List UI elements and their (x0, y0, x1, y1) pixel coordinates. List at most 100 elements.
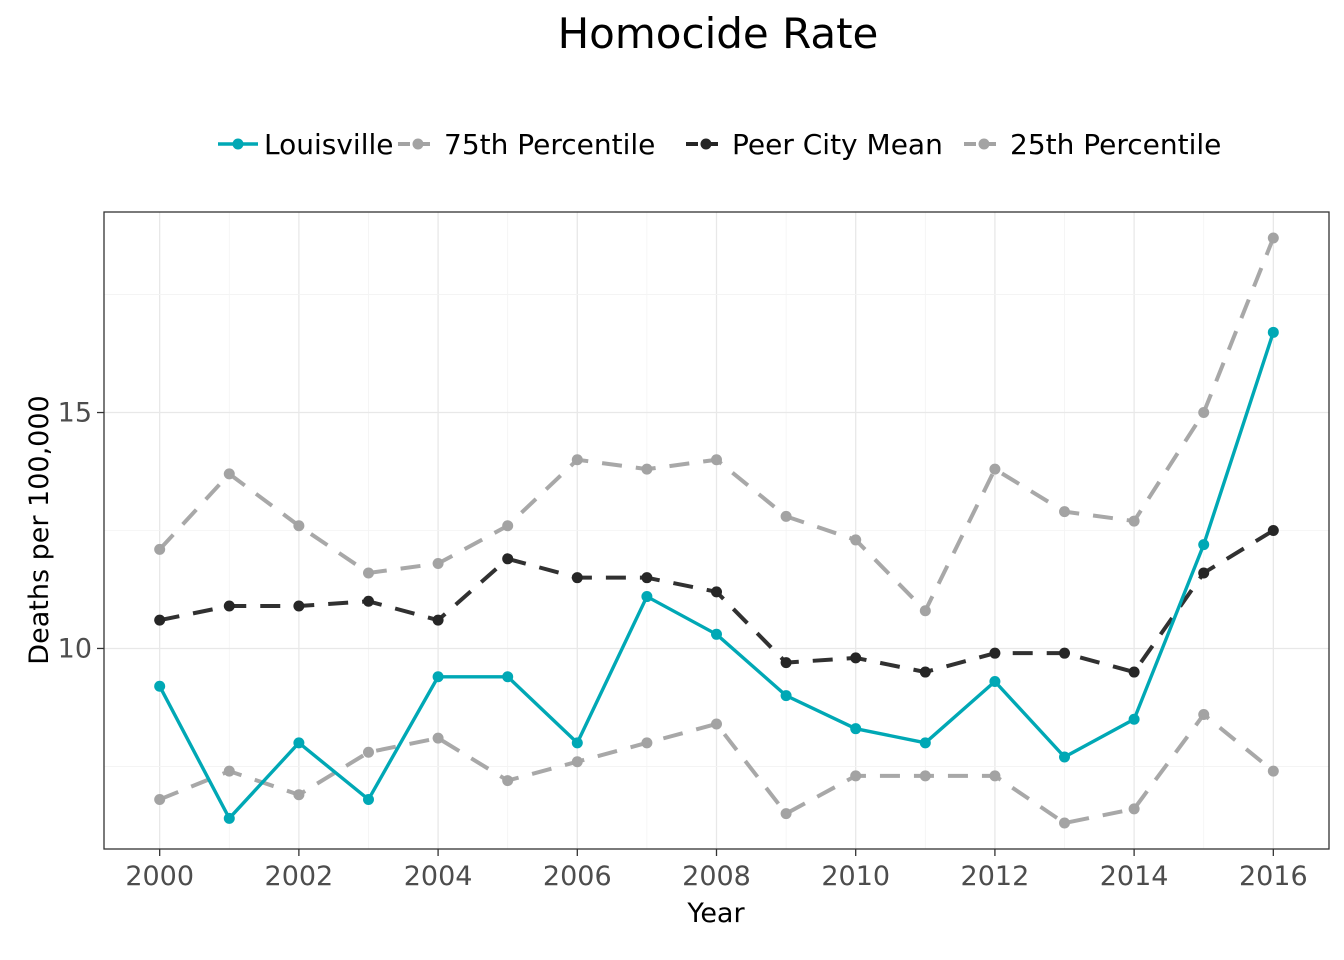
series-25th-percentile (154, 709, 1279, 829)
legend-key-point (232, 138, 244, 150)
legend-label: 25th Percentile (1010, 128, 1221, 161)
grid (104, 212, 1329, 849)
data-point (293, 520, 305, 532)
x-tick-label: 2010 (821, 861, 890, 892)
data-point (1059, 751, 1071, 763)
legend-label: Louisville (264, 128, 394, 161)
x-tick-label: 2014 (1100, 861, 1169, 892)
data-point (780, 657, 792, 669)
y-tick-label: 10 (58, 633, 92, 664)
legend-item-75th-percentile: 75th Percentile (398, 128, 655, 161)
data-point (989, 675, 1001, 687)
data-point (432, 614, 444, 626)
data-point (1198, 567, 1210, 579)
data-point (571, 454, 583, 466)
x-tick-label: 2006 (543, 861, 612, 892)
data-point (1267, 232, 1279, 244)
y-tick-label: 15 (58, 398, 92, 429)
data-point (432, 671, 444, 683)
legend-key-point (412, 138, 424, 150)
data-point (223, 468, 235, 480)
data-point (1128, 713, 1140, 725)
data-point (780, 690, 792, 702)
x-tick-label: 2004 (404, 861, 473, 892)
data-point (641, 463, 653, 475)
series-line-25th-percentile (158, 712, 1275, 826)
legend-item-25th-percentile: 25th Percentile (964, 128, 1221, 161)
series-75th-percentile (154, 232, 1279, 617)
x-axis-title: Year (686, 898, 745, 929)
y-axis-title: Deaths per 100,000 (24, 395, 55, 664)
data-point (502, 775, 514, 787)
data-point (293, 600, 305, 612)
data-point (502, 520, 514, 532)
data-point (919, 666, 931, 678)
legend-key-point (978, 138, 990, 150)
data-point (850, 723, 862, 735)
data-point (780, 510, 792, 522)
data-point (362, 793, 374, 805)
data-point (711, 586, 722, 598)
legend-key-point (700, 138, 712, 150)
x-tick-label: 2008 (682, 861, 751, 892)
data-point (641, 591, 653, 603)
data-point (1059, 817, 1071, 829)
series-peer-city-mean (154, 525, 1279, 678)
legend-item-louisville: Louisville (218, 128, 394, 161)
data-point (1059, 506, 1071, 518)
data-point (571, 572, 583, 584)
data-point (989, 647, 1001, 659)
x-tick-label: 2012 (961, 861, 1030, 892)
data-point (1267, 765, 1279, 777)
data-point (154, 543, 166, 555)
series-louisville (154, 326, 1279, 824)
legend-item-peer-city-mean: Peer City Mean (686, 128, 943, 161)
data-point (223, 600, 235, 612)
data-point (1267, 326, 1279, 338)
data-point (223, 765, 235, 777)
data-point (850, 652, 862, 664)
series-layer (154, 232, 1279, 829)
data-point (432, 732, 444, 744)
legend-label: 75th Percentile (444, 128, 655, 161)
x-axis: 2000 2002 2004 2006 2008 2010 2012 2014 2016 (125, 849, 1308, 892)
data-point (850, 770, 862, 782)
data-point (362, 746, 374, 758)
data-point (919, 605, 931, 617)
data-point (641, 737, 653, 749)
data-point (1059, 647, 1071, 659)
data-point (919, 737, 931, 749)
data-point (1198, 539, 1210, 551)
data-point (223, 812, 235, 824)
x-tick-label: 2002 (265, 861, 334, 892)
x-tick-label: 2016 (1239, 861, 1308, 892)
data-point (502, 553, 514, 565)
data-point (989, 463, 1001, 475)
data-point (571, 756, 583, 768)
data-point (711, 454, 722, 466)
data-point (711, 628, 722, 640)
data-point (1128, 666, 1140, 678)
data-point (1267, 525, 1279, 536)
data-point (1128, 515, 1140, 527)
data-point (154, 793, 166, 805)
legend: Louisville 75th Percentile Peer City Mean 2… (218, 128, 1221, 161)
data-point (293, 789, 305, 801)
data-point (1198, 709, 1210, 721)
data-point (154, 680, 166, 692)
data-point (780, 808, 792, 820)
data-point (154, 614, 166, 626)
x-tick-label: 2000 (125, 861, 194, 892)
data-point (641, 572, 653, 584)
y-axis: 10 15 (58, 398, 104, 664)
legend-label: Peer City Mean (732, 128, 943, 161)
data-point (432, 558, 444, 570)
data-point (711, 718, 722, 730)
data-point (571, 737, 583, 749)
data-point (1128, 803, 1140, 815)
data-point (502, 671, 514, 683)
data-point (919, 770, 931, 782)
chart-title: Homocide Rate (558, 9, 879, 58)
data-point (850, 534, 862, 546)
